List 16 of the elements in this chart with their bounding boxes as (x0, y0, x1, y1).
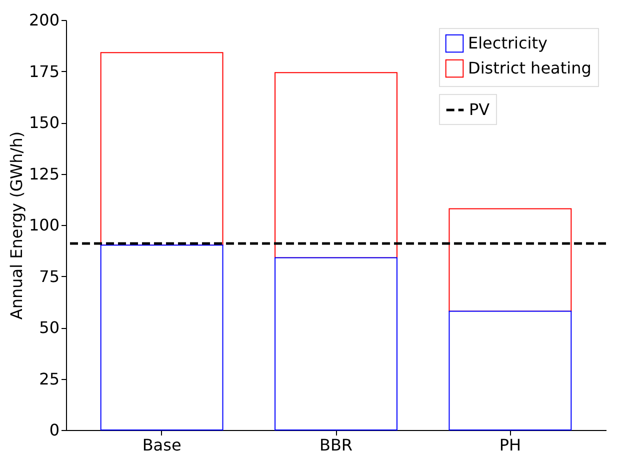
x-tick-label: Base (142, 436, 182, 454)
y-tick-label: 125 (28, 164, 60, 184)
y-tick-label: 25 (39, 369, 60, 388)
legend-label: PV (469, 100, 490, 119)
y-tick-label: 100 (28, 216, 60, 234)
legend-label: Electricity (468, 34, 548, 52)
x-tick-label: BBR (319, 436, 353, 454)
y-tick-label: 50 (39, 318, 60, 337)
y-axis-title: Annual Energy (GWh/h) (6, 131, 26, 320)
y-tick-label: 0 (49, 420, 60, 440)
y-tick-label: 75 (39, 266, 60, 286)
y-tick-label: 200 (28, 10, 60, 30)
legend-label: District heating (468, 58, 592, 78)
y-tick-label: 150 (28, 113, 60, 132)
y-tick-label: 175 (28, 62, 60, 81)
x-tick-label: PH (499, 436, 522, 454)
